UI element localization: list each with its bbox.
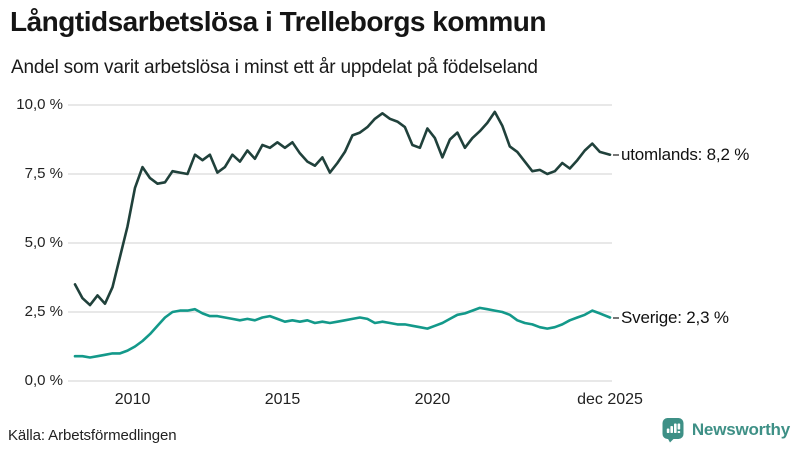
y-tick-label: 2,5 % bbox=[24, 303, 63, 320]
y-tick-label: 5,0 % bbox=[24, 234, 63, 251]
x-tick-label: 2010 bbox=[114, 391, 151, 408]
series-line-utomlands bbox=[73, 110, 612, 307]
source-note: Källa: Arbetsförmedlingen bbox=[8, 427, 177, 444]
brand-name: Newsworthy bbox=[691, 420, 790, 439]
y-tick-label: 7,5 % bbox=[24, 165, 63, 182]
label-leader-dash bbox=[613, 316, 619, 319]
x-tick-label: dec 2025 bbox=[577, 391, 643, 408]
chart-title: Långtidsarbetslösa i Trelleborgs kommun bbox=[10, 6, 546, 37]
label-leader-dash bbox=[613, 153, 619, 156]
newsworthy-brand: Newsworthy bbox=[661, 417, 790, 443]
x-tick-label: 2020 bbox=[414, 391, 451, 408]
newsworthy-logo-icon bbox=[662, 418, 684, 443]
chart-subtitle: Andel som varit arbetslösa i minst ett å… bbox=[11, 57, 538, 78]
series-line-Sverige bbox=[73, 306, 612, 359]
y-tick-label: 10,0 % bbox=[16, 96, 63, 113]
series-label-Sverige: Sverige: 2,3 % bbox=[621, 307, 729, 327]
x-tick-label: 2015 bbox=[264, 391, 301, 408]
series-label-utomlands: utomlands: 8,2 % bbox=[621, 144, 750, 164]
y-tick-label: 0,0 % bbox=[24, 372, 63, 389]
